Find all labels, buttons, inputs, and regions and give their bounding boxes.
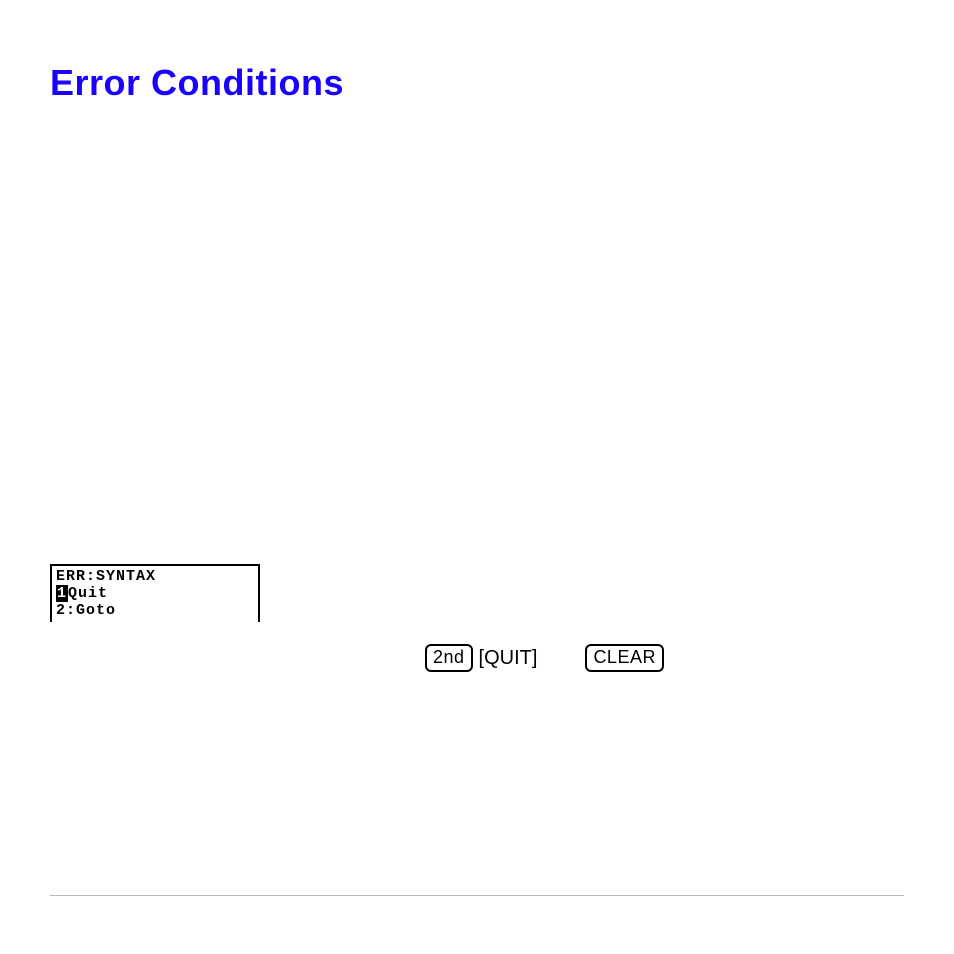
- selected-marker: 1: [56, 585, 68, 602]
- second-key: 2nd: [425, 644, 473, 672]
- screen-line-error: ERR:SYNTAX: [56, 568, 254, 585]
- key-sequence: 2nd [QUIT] CLEAR: [425, 644, 664, 672]
- screen-line-quit-label: Quit: [68, 585, 108, 602]
- quit-menu-label: [QUIT]: [479, 646, 538, 670]
- clear-key: CLEAR: [585, 644, 664, 672]
- calculator-screen: ERR:SYNTAX 1Quit 2:Goto: [50, 564, 260, 622]
- footer-rule: [50, 895, 904, 896]
- screen-line-goto: 2:Goto: [56, 602, 254, 619]
- page: Error Conditions ERR:SYNTAX 1Quit 2:Goto…: [0, 0, 954, 954]
- screen-line-quit: 1Quit: [56, 585, 254, 602]
- page-title: Error Conditions: [50, 62, 344, 104]
